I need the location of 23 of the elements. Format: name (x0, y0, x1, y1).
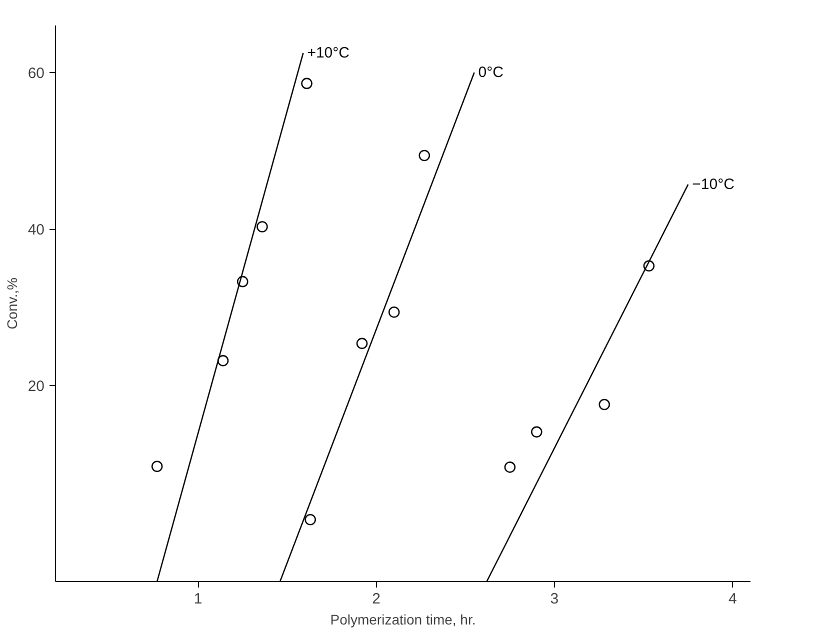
point (304, 514, 316, 526)
x-axis-title: Polymerization time, hr. (330, 612, 476, 628)
x-tick-label: 3 (550, 590, 559, 608)
annotation: 0°C (478, 64, 504, 81)
x-tick-label: 4 (728, 590, 737, 608)
point (151, 460, 163, 472)
point (531, 426, 542, 438)
y-tick-label: 60 (28, 64, 45, 82)
point (388, 306, 400, 318)
x-tick-label: 2 (372, 590, 380, 608)
annotation: +10°C (307, 44, 350, 62)
y-tick-label: 20 (28, 378, 45, 396)
point (301, 78, 312, 90)
point (418, 150, 430, 162)
x-tick-label: 1 (194, 590, 202, 608)
y-axis-title: Conv.,% (4, 278, 20, 330)
point (217, 355, 229, 366)
point (504, 462, 516, 473)
annotation: −10°C (692, 176, 735, 193)
point (598, 398, 610, 410)
y-tick-label: 40 (28, 222, 45, 239)
point (256, 221, 268, 232)
point (356, 338, 368, 350)
